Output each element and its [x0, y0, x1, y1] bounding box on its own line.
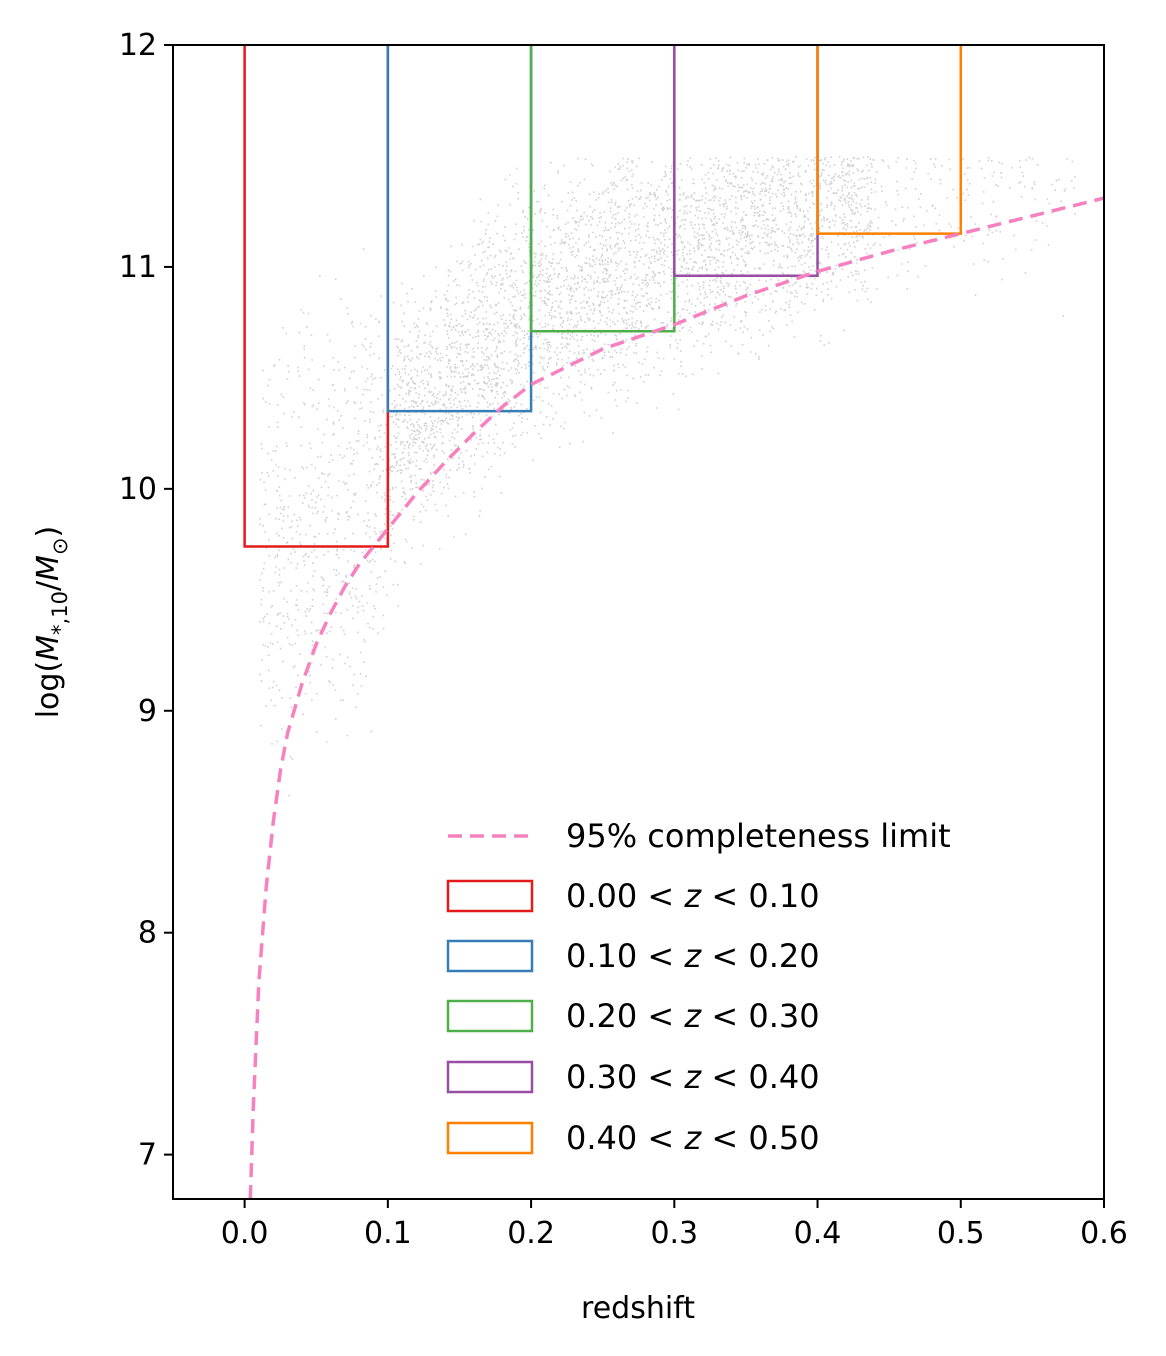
scatter-cloud	[259, 156, 1076, 797]
legend-label-bin-5: 0.40 < z < 0.50	[566, 1119, 820, 1157]
completeness-limit-curve	[248, 196, 1105, 1200]
x-axis-label: redshift	[581, 1291, 695, 1326]
bin-box-3	[529, 45, 676, 333]
scatter-points	[259, 156, 1076, 797]
y-tick-label: 12	[119, 28, 157, 63]
x-tick-label: 0.2	[507, 1216, 555, 1251]
legend-label-bin-3: 0.20 < z < 0.30	[566, 997, 820, 1035]
legend-swatch-bin-2	[446, 939, 534, 973]
bin-box-1	[243, 45, 390, 548]
x-tick-label: 0.0	[221, 1216, 269, 1251]
legend-swatch-bin-1	[446, 879, 534, 913]
x-tick-label: 0.5	[937, 1216, 985, 1251]
legend-label-completeness: 95% completeness limit	[566, 817, 951, 855]
completeness-limit-layer	[248, 196, 1105, 1200]
y-tick-label: 8	[138, 916, 157, 951]
y-axis: 7 8 9 10 11 12	[119, 28, 173, 1173]
legend-swatch-bin-4	[446, 1060, 534, 1094]
bin-box-5	[816, 45, 963, 235]
x-tick-label: 0.3	[650, 1216, 698, 1251]
y-tick-label: 7	[138, 1138, 157, 1173]
y-tick-label: 9	[138, 694, 157, 729]
y-tick-label: 11	[119, 250, 157, 285]
redshift-bins	[243, 45, 963, 548]
x-axis: 0.0 0.1 0.2 0.3 0.4 0.5 0.6	[221, 1199, 1128, 1251]
legend-swatch-bin-3	[446, 999, 534, 1033]
legend-label-bin-4: 0.30 < z < 0.40	[566, 1058, 820, 1096]
legend-label-bin-1: 0.00 < z < 0.10	[566, 877, 820, 915]
legend-swatch-bin-5	[446, 1121, 534, 1155]
x-tick-label: 0.1	[364, 1216, 412, 1251]
y-tick-label: 10	[119, 472, 157, 507]
bin-box-2	[386, 45, 533, 413]
legend-label-bin-2: 0.10 < z < 0.20	[566, 937, 820, 975]
y-axis-label: log(M*,10/M⊙)	[31, 526, 72, 719]
x-tick-label: 0.6	[1080, 1216, 1128, 1251]
legend: 95% completeness limit 0.00 < z < 0.10 0.1…	[446, 817, 951, 1157]
plot-frame	[172, 44, 1105, 1200]
x-tick-label: 0.4	[794, 1216, 842, 1251]
